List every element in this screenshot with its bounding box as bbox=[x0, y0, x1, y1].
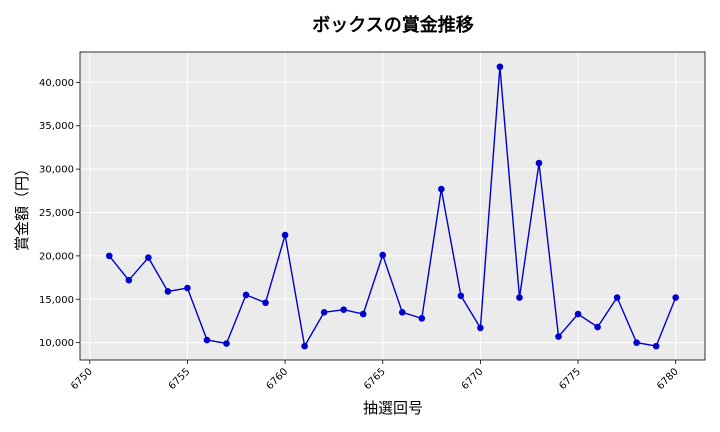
x-tick-label: 6765 bbox=[362, 366, 388, 392]
data-point bbox=[184, 284, 191, 292]
data-point bbox=[457, 292, 465, 300]
data-point bbox=[223, 340, 230, 347]
data-point bbox=[164, 288, 172, 295]
chart-title: ボックスの賞金推移 bbox=[312, 14, 473, 36]
grid bbox=[80, 52, 705, 360]
x-tick-label: 6775 bbox=[557, 366, 583, 392]
y-tick-label: 35,000 bbox=[39, 121, 74, 132]
data-point bbox=[145, 254, 152, 261]
x-tick-label: 6750 bbox=[69, 366, 95, 392]
data-point bbox=[555, 333, 562, 340]
data-point bbox=[652, 342, 660, 350]
data-point bbox=[496, 63, 504, 71]
data-point bbox=[398, 308, 406, 316]
data-point bbox=[242, 291, 250, 299]
y-tick-label: 25,000 bbox=[39, 208, 74, 219]
data-point bbox=[594, 323, 601, 331]
data-point bbox=[613, 294, 621, 301]
x-tick-label: 6760 bbox=[264, 366, 290, 392]
data-point bbox=[340, 306, 347, 313]
data-point bbox=[262, 299, 269, 307]
data-point bbox=[477, 324, 484, 332]
y-axis-title: 賞金額（円） bbox=[13, 161, 31, 251]
y-tick-label: 10,000 bbox=[39, 338, 74, 349]
data-point bbox=[633, 339, 640, 346]
x-tick-label: 6755 bbox=[167, 366, 193, 392]
data-point bbox=[438, 185, 445, 193]
x-tick-label: 6780 bbox=[655, 366, 681, 392]
data-point bbox=[320, 308, 328, 316]
data-point bbox=[418, 315, 426, 322]
data-point bbox=[125, 276, 133, 284]
plot-frame bbox=[79, 51, 706, 361]
data-point bbox=[105, 252, 113, 260]
y-tick-label: 15,000 bbox=[39, 295, 74, 306]
series-layer bbox=[105, 63, 680, 350]
plot-area bbox=[80, 52, 705, 360]
series-line bbox=[108, 66, 677, 349]
y-tick-label: 20,000 bbox=[39, 251, 74, 262]
data-point bbox=[359, 310, 367, 318]
data-point bbox=[379, 251, 387, 259]
data-point bbox=[301, 342, 308, 350]
data-point bbox=[535, 159, 543, 167]
x-axis-title: 抽選回号 bbox=[363, 399, 423, 417]
data-point bbox=[516, 294, 523, 301]
data-point bbox=[203, 336, 211, 344]
y-tick-label: 30,000 bbox=[39, 165, 74, 176]
data-point bbox=[574, 310, 582, 318]
y-tick-label: 40,000 bbox=[39, 78, 74, 89]
x-tick-label: 6770 bbox=[460, 366, 486, 392]
data-point bbox=[281, 231, 289, 239]
data-point bbox=[672, 294, 680, 301]
